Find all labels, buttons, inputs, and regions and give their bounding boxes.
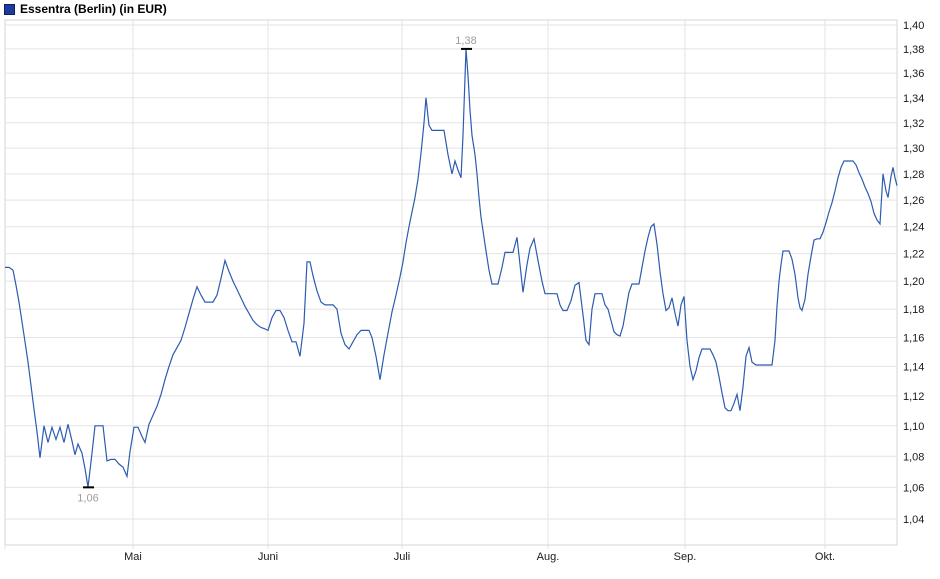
y-axis-label: 1,22	[903, 249, 924, 261]
y-axis-label: 1,16	[903, 333, 924, 345]
chart-legend: Essentra (Berlin) (in EUR)	[4, 2, 167, 16]
price-line	[5, 48, 898, 488]
x-axis-label: Aug.	[537, 551, 560, 563]
y-axis-label: 1,20	[903, 276, 924, 288]
x-axis-label: Okt.	[815, 551, 835, 563]
y-axis-label: 1,08	[903, 451, 924, 463]
y-axis-label: 1,18	[903, 304, 924, 316]
legend-square-icon	[4, 3, 15, 15]
y-axis-label: 1,10	[903, 421, 924, 433]
y-axis-label: 1,40	[903, 20, 924, 32]
y-axis-label: 1,06	[903, 482, 924, 494]
y-axis-label: 1,04	[903, 514, 924, 526]
y-axis-label: 1,36	[903, 68, 924, 80]
y-axis-label: 1,24	[903, 222, 924, 234]
y-axis-label: 1,38	[903, 44, 924, 56]
y-axis-label: 1,32	[903, 118, 924, 130]
y-axis-label: 1,26	[903, 195, 924, 207]
extreme-label: 1,38	[455, 35, 476, 47]
x-axis-label: Juni	[258, 551, 278, 563]
y-axis-label: 1,34	[903, 93, 924, 105]
x-axis-label: Mai	[124, 551, 142, 563]
y-axis-label: 1,28	[903, 169, 924, 181]
extreme-label: 1,06	[77, 492, 98, 504]
y-axis-label: 1,14	[903, 361, 924, 373]
chart-title: Essentra (Berlin) (in EUR)	[20, 2, 167, 16]
plot-border	[4, 19, 898, 546]
x-axis-label: Juli	[394, 551, 411, 563]
y-axis-label: 1,12	[903, 391, 924, 403]
x-axis-label: Sep.	[674, 551, 697, 563]
y-axis-label: 1,30	[903, 143, 924, 155]
